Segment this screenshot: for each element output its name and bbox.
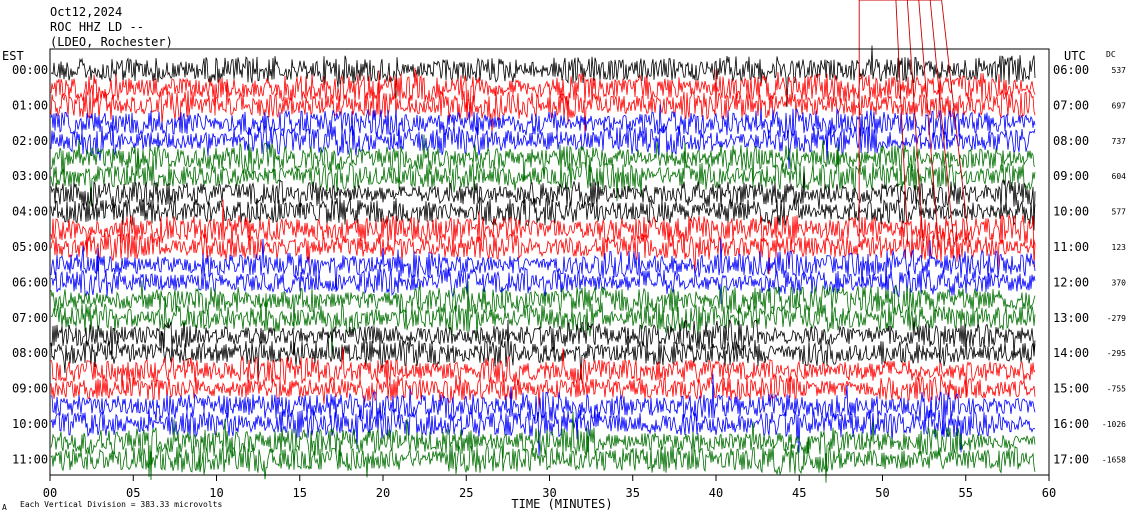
trace-line <box>50 172 1036 231</box>
est-time-label: 06:00 <box>12 275 48 289</box>
utc-time-label: 12:00 <box>1053 275 1089 289</box>
x-tick-label: 20 <box>376 486 390 500</box>
x-tick-label: 15 <box>293 486 307 500</box>
utc-time-label: 14:00 <box>1053 346 1089 360</box>
dc-offset-label: 370 <box>1112 278 1127 287</box>
event-marker-line <box>918 0 940 248</box>
trace-line <box>50 280 1036 330</box>
trace-line <box>50 123 1036 170</box>
utc-axis-title: UTC <box>1064 49 1086 63</box>
event-marker-line <box>941 0 971 248</box>
dc-offset-label: 737 <box>1112 137 1127 146</box>
x-tick-label: 60 <box>1042 486 1056 500</box>
trace-line <box>50 199 1036 268</box>
utc-time-label: 09:00 <box>1053 169 1089 183</box>
trace-line <box>50 142 1036 206</box>
dc-offset-label: 697 <box>1112 101 1127 110</box>
x-tick-label: 25 <box>459 486 473 500</box>
est-time-label: 09:00 <box>12 382 48 396</box>
est-time-label: 04:00 <box>12 205 48 219</box>
header-location: (LDEO, Rochester) <box>50 35 173 49</box>
est-time-label: 02:00 <box>12 134 48 148</box>
event-marker-line <box>929 0 955 248</box>
utc-time-label: 10:00 <box>1053 205 1089 219</box>
x-tick-label: 50 <box>875 486 889 500</box>
trace-line <box>50 280 1036 359</box>
est-time-label: 00:00 <box>12 63 48 77</box>
row-labels: 00:00 06:00 537 01:00 07:00 697 02:00 08:00 737 0… <box>12 63 1126 466</box>
utc-time-label: 15:00 <box>1053 382 1089 396</box>
dc-offset-label: -1658 <box>1102 455 1126 464</box>
trace-line <box>50 104 1036 165</box>
est-time-label: 05:00 <box>12 240 48 254</box>
x-tick-label: 55 <box>959 486 973 500</box>
x-tick-label: 00 <box>43 486 57 500</box>
scale-note: Each Vertical Division = 383.33 microvol… <box>20 500 222 509</box>
utc-time-label: 11:00 <box>1053 240 1089 254</box>
trace-line <box>50 220 1036 275</box>
trace-line <box>50 408 1036 458</box>
trace-line <box>50 319 1036 381</box>
utc-time-label: 13:00 <box>1053 311 1089 325</box>
trace-line <box>50 317 1036 359</box>
trace-line <box>50 346 1036 398</box>
trace-line <box>50 192 1036 227</box>
x-tick-label: 45 <box>792 486 806 500</box>
utc-time-label: 16:00 <box>1053 417 1089 431</box>
dc-column-title: DC <box>1106 50 1116 59</box>
trace-line <box>50 67 1036 125</box>
seismic-traces <box>50 45 1036 483</box>
x-tick-label: 10 <box>209 486 223 500</box>
x-tick-label: 05 <box>126 486 140 500</box>
trace-line <box>50 411 1036 483</box>
event-markers <box>858 0 971 248</box>
est-time-label: 10:00 <box>12 417 48 431</box>
dc-offset-label: -1026 <box>1102 420 1126 429</box>
scale-prefix: A <box>2 503 7 512</box>
trace-line <box>50 238 1036 298</box>
utc-time-label: 08:00 <box>1053 134 1089 148</box>
x-tick-label: 30 <box>542 486 556 500</box>
trace-line <box>50 134 1036 190</box>
header-date: Oct12,2024 <box>50 5 122 19</box>
trace-line <box>50 45 1036 108</box>
x-tick-label: 40 <box>709 486 723 500</box>
event-marker-line <box>906 0 924 248</box>
est-time-label: 01:00 <box>12 98 48 112</box>
dc-offset-label: -295 <box>1107 349 1126 358</box>
x-tick-label: 35 <box>626 486 640 500</box>
trace-line <box>50 374 1036 440</box>
x-axis-title: TIME (MINUTES) <box>511 497 612 511</box>
utc-time-label: 07:00 <box>1053 98 1089 112</box>
est-time-label: 08:00 <box>12 346 48 360</box>
trace-line <box>50 435 1036 480</box>
dc-offset-label: 537 <box>1112 66 1127 75</box>
dc-offset-label: -279 <box>1107 314 1126 323</box>
utc-time-label: 17:00 <box>1053 452 1089 466</box>
header-station: ROC HHZ LD -- <box>50 20 144 34</box>
dc-offset-label: 577 <box>1112 208 1127 217</box>
dc-offset-label: 123 <box>1112 243 1127 252</box>
dc-offset-label: -755 <box>1107 385 1126 394</box>
dc-offset-label: 604 <box>1112 172 1127 181</box>
event-marker-line <box>895 0 909 248</box>
est-time-label: 03:00 <box>12 169 48 183</box>
utc-time-label: 06:00 <box>1053 63 1089 77</box>
x-axis-ticks: 00 05 10 15 20 25 30 35 40 45 50 55 60 <box>43 475 1056 500</box>
est-axis-title: EST <box>2 49 24 63</box>
est-time-label: 11:00 <box>12 452 48 466</box>
est-time-label: 07:00 <box>12 311 48 325</box>
